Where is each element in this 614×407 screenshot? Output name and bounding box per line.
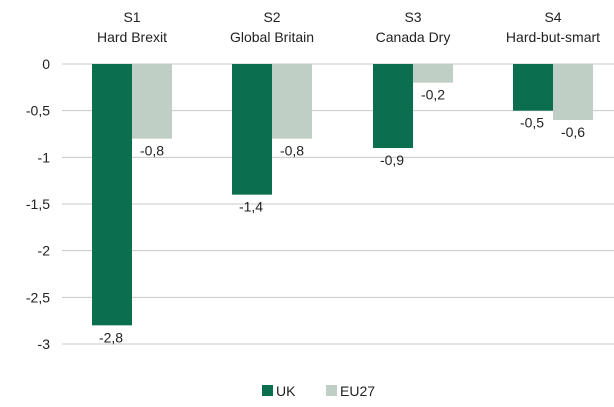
category-name: Global Britain <box>230 29 314 45</box>
data-label: -0,2 <box>421 87 445 103</box>
bar-uk-s1 <box>92 64 132 326</box>
y-tick-label: -3 <box>38 336 51 352</box>
category-headers: S1 Hard Brexit S2 Global Britain S3 Canada Dr… <box>97 9 600 45</box>
legend-swatch-eu27 <box>326 385 337 396</box>
y-tick-label: -1 <box>38 149 51 165</box>
bar-eu27-s1 <box>132 64 172 139</box>
data-label: -0,8 <box>280 143 304 159</box>
category-code: S3 <box>404 9 421 25</box>
category-code: S4 <box>544 9 561 25</box>
category-name: Hard-but-smart <box>506 29 600 45</box>
category-name: Hard Brexit <box>97 29 167 45</box>
category-code: S1 <box>123 9 140 25</box>
data-label: -0,5 <box>520 115 544 131</box>
bar-eu27-s2 <box>272 64 312 139</box>
y-tick-label: -2 <box>38 243 51 259</box>
data-label: -2,8 <box>99 329 123 345</box>
bar-uk-s2 <box>232 64 272 195</box>
bar-eu27-s3 <box>413 64 453 83</box>
category-code: S2 <box>263 9 280 25</box>
y-tick-label: 0 <box>42 56 50 72</box>
bars <box>92 64 593 326</box>
y-tick-label: -2,5 <box>26 289 50 305</box>
y-tick-label: -1,5 <box>26 196 50 212</box>
legend-swatch-uk <box>262 385 273 396</box>
y-axis-tick-labels: 0 -0,5 -1 -1,5 -2 -2,5 -3 <box>26 56 50 352</box>
data-labels: -2,8 -1,4 -0,9 -0,5 -0,8 -0,8 -0,2 -0,6 <box>99 87 585 346</box>
bar-uk-s4 <box>513 64 553 111</box>
legend-label-uk: UK <box>276 383 296 399</box>
legend: UK EU27 <box>262 383 375 399</box>
data-label: -0,6 <box>561 124 585 140</box>
data-label: -1,4 <box>239 199 263 215</box>
bar-uk-s3 <box>373 64 413 148</box>
legend-label-eu27: EU27 <box>340 383 375 399</box>
bar-eu27-s4 <box>553 64 593 120</box>
data-label: -0,9 <box>380 152 404 168</box>
y-tick-label: -0,5 <box>26 103 50 119</box>
data-label: -0,8 <box>140 143 164 159</box>
category-name: Canada Dry <box>376 29 451 45</box>
